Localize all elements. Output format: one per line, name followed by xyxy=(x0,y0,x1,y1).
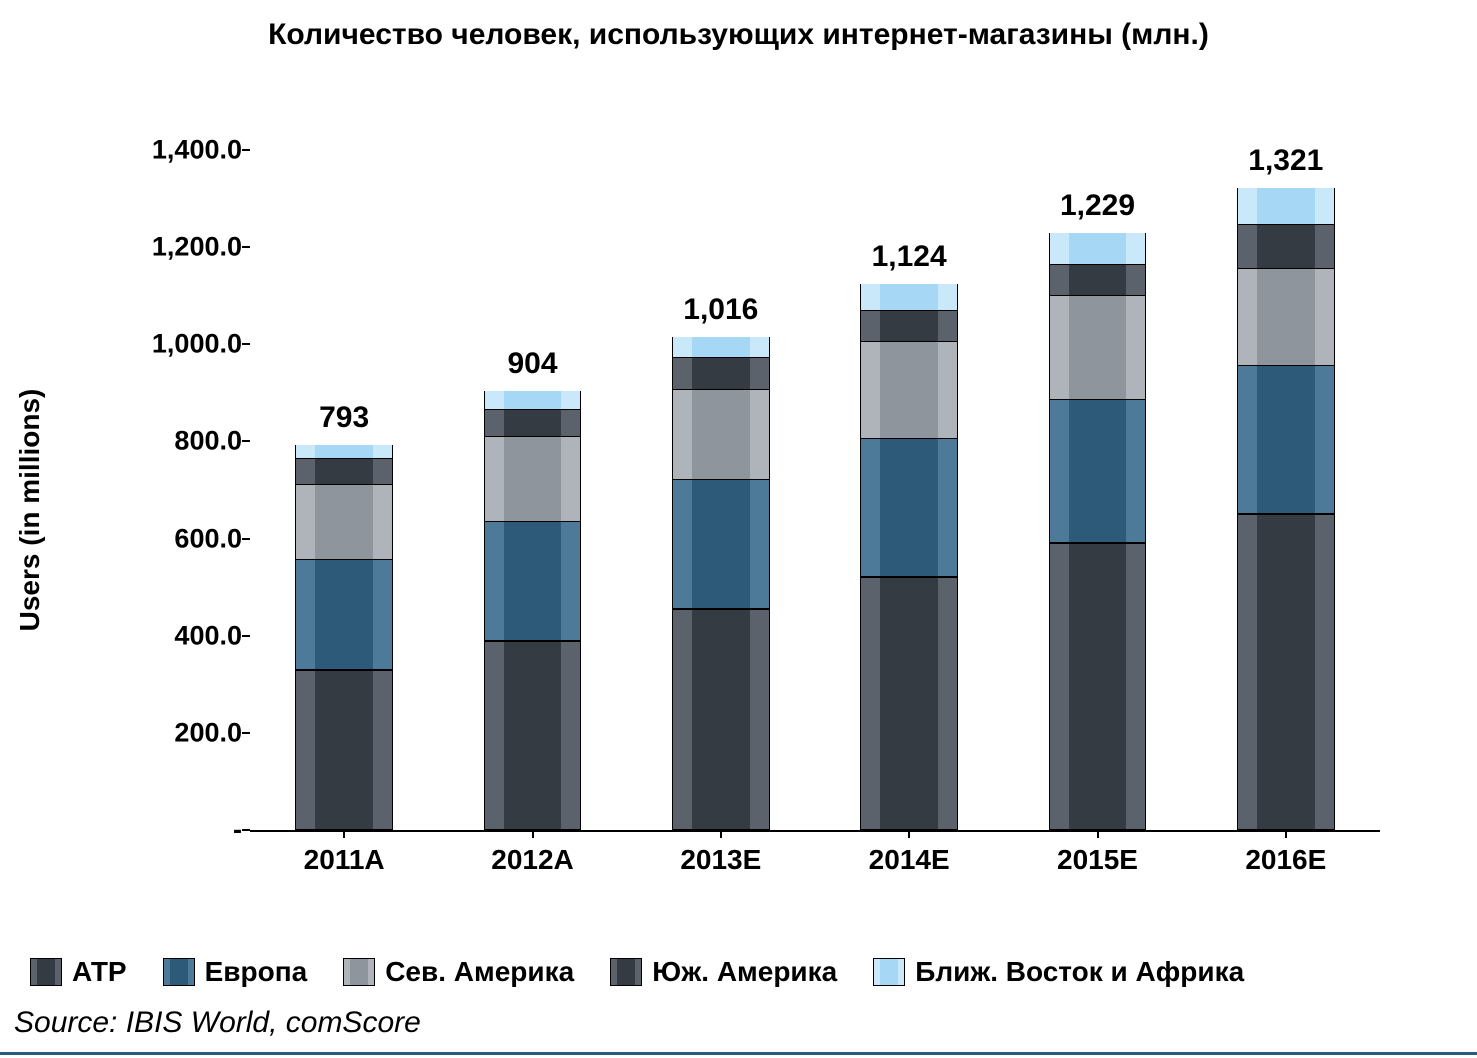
bar-total-label: 904 xyxy=(507,347,557,381)
bar-segment xyxy=(295,670,393,830)
legend: АТР Европа Сев. Америка Юж. Америка Ближ. Во… xyxy=(30,956,1477,988)
y-tick-label: 200.0 xyxy=(174,717,242,748)
legend-swatch xyxy=(610,958,642,986)
legend-label: Ближ. Восток и Африка xyxy=(915,956,1244,988)
y-tick-mark xyxy=(242,440,250,442)
y-tick-mark xyxy=(242,635,250,637)
bar-total-label: 1,124 xyxy=(872,240,947,274)
bar-total-label: 1,016 xyxy=(683,293,758,327)
y-tick-label: 1,200.0 xyxy=(152,232,242,263)
legend-label: АТР xyxy=(72,956,127,988)
bar-segment xyxy=(484,437,582,522)
bar-segment xyxy=(295,459,393,485)
x-tick-label: 2012A xyxy=(491,844,574,876)
bar-segment xyxy=(1049,233,1147,265)
legend-item: АТР xyxy=(30,956,127,988)
bar-segment xyxy=(860,577,958,830)
bar-segment xyxy=(295,445,393,460)
y-tick-label: 400.0 xyxy=(174,620,242,651)
x-tick-mark xyxy=(1285,830,1287,838)
bar-segment xyxy=(1237,269,1335,366)
legend-swatch xyxy=(343,958,375,986)
bar-segment xyxy=(1237,366,1335,514)
x-tick-label: 2015E xyxy=(1057,844,1138,876)
y-tick-mark xyxy=(242,829,250,831)
bar-segment xyxy=(1049,400,1147,543)
bar-segment xyxy=(860,439,958,577)
x-tick-label: 2014E xyxy=(869,844,950,876)
x-tick-label: 2011A xyxy=(304,844,385,876)
y-tick-mark xyxy=(242,732,250,734)
bar-segment xyxy=(484,641,582,830)
legend-swatch xyxy=(30,958,62,986)
x-tick-mark xyxy=(908,830,910,838)
legend-label: Сев. Америка xyxy=(385,956,574,988)
bar-segment xyxy=(672,390,770,480)
legend-item: Европа xyxy=(163,956,308,988)
bar-total-label: 793 xyxy=(319,401,369,435)
chart-page: Количество человек, использующих интерне… xyxy=(0,0,1477,1058)
chart-area: Users (in millions) -200.0400.0600.0800.… xyxy=(100,120,1430,900)
source-text: Source: IBIS World, comScore xyxy=(14,1006,421,1040)
y-axis-label: Users (in millions) xyxy=(14,389,46,632)
bar-segment xyxy=(1049,296,1147,400)
bar-segment xyxy=(1237,188,1335,224)
legend-swatch xyxy=(873,958,905,986)
y-tick-mark xyxy=(242,149,250,151)
bar-segment xyxy=(484,410,582,436)
bar-segment xyxy=(860,311,958,342)
bar-segment xyxy=(860,342,958,439)
y-tick-label: 600.0 xyxy=(174,523,242,554)
legend-label: Европа xyxy=(205,956,308,988)
y-tick-mark xyxy=(242,246,250,248)
bar-segment xyxy=(672,480,770,609)
bar-segment xyxy=(1237,225,1335,269)
bar-segment xyxy=(1237,514,1335,830)
x-tick-label: 2016E xyxy=(1245,844,1326,876)
x-tick-mark xyxy=(343,830,345,838)
bar-segment xyxy=(860,284,958,311)
y-tick-label: - xyxy=(233,815,242,846)
bar-segment xyxy=(672,609,770,830)
y-tick-mark xyxy=(242,343,250,345)
bar-segment xyxy=(1049,543,1147,830)
plot-area: -200.0400.0600.0800.01,000.01,200.01,400… xyxy=(250,150,1380,832)
bar-segment xyxy=(295,560,393,669)
bar-total-label: 1,321 xyxy=(1248,144,1323,178)
y-tick-mark xyxy=(242,538,250,540)
bar-segment xyxy=(484,391,582,410)
bar-segment xyxy=(1049,265,1147,296)
x-tick-label: 2013E xyxy=(680,844,761,876)
x-tick-mark xyxy=(532,830,534,838)
legend-swatch xyxy=(163,958,195,986)
y-tick-label: 800.0 xyxy=(174,426,242,457)
legend-label: Юж. Америка xyxy=(652,956,837,988)
legend-item: Сев. Америка xyxy=(343,956,574,988)
bar-segment xyxy=(484,522,582,641)
legend-item: Юж. Америка xyxy=(610,956,837,988)
x-tick-mark xyxy=(720,830,722,838)
bar-segment xyxy=(295,485,393,560)
y-tick-label: 1,400.0 xyxy=(152,135,242,166)
bar-segment xyxy=(672,358,770,390)
y-tick-label: 1,000.0 xyxy=(152,329,242,360)
x-tick-mark xyxy=(1097,830,1099,838)
chart-title: Количество человек, использующих интерне… xyxy=(0,18,1477,52)
bottom-rule xyxy=(0,1052,1477,1055)
bar-total-label: 1,229 xyxy=(1060,189,1135,223)
legend-item: Ближ. Восток и Африка xyxy=(873,956,1244,988)
bar-segment xyxy=(672,337,770,359)
